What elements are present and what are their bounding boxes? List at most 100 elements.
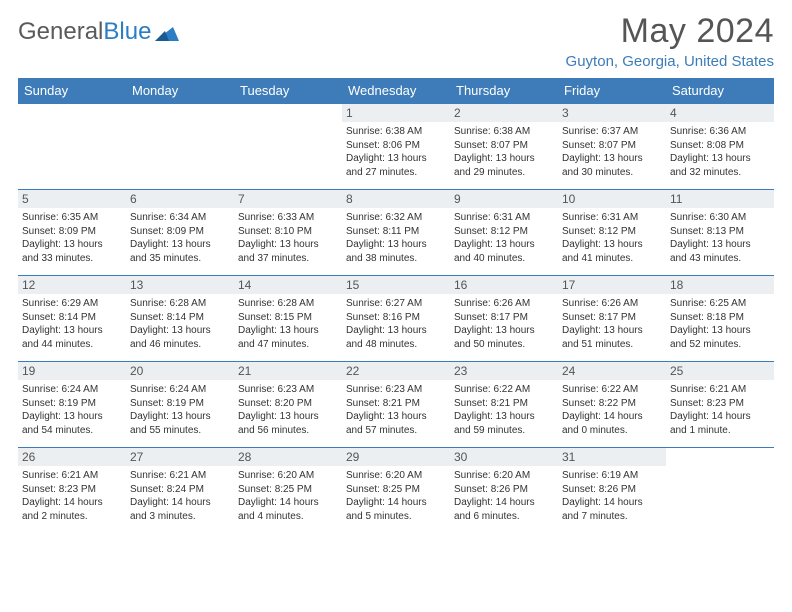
calendar-day-cell: 28 Sunrise: 6:20 AMSunset: 8:25 PMDayligh…	[234, 448, 342, 534]
calendar-table: SundayMondayTuesdayWednesdayThursdayFrid…	[18, 78, 774, 534]
sunset-text: Sunset: 8:25 PM	[346, 483, 446, 497]
day-number: 12	[18, 276, 126, 294]
sunrise-text: Sunrise: 6:25 AM	[670, 297, 770, 311]
daylight-text: Daylight: 13 hours and 35 minutes.	[130, 238, 230, 265]
day-info: Sunrise: 6:38 AMSunset: 8:07 PMDaylight:…	[454, 125, 554, 179]
location: Guyton, Georgia, United States	[566, 53, 774, 70]
day-info: Sunrise: 6:20 AMSunset: 8:25 PMDaylight:…	[238, 469, 338, 523]
calendar-page: GeneralBlue May 2024 Guyton, Georgia, Un…	[0, 0, 792, 612]
weekday-header: Thursday	[450, 78, 558, 104]
daylight-text: Daylight: 14 hours and 4 minutes.	[238, 496, 338, 523]
sunset-text: Sunset: 8:09 PM	[130, 225, 230, 239]
daylight-text: Daylight: 13 hours and 47 minutes.	[238, 324, 338, 351]
sunset-text: Sunset: 8:21 PM	[454, 397, 554, 411]
header: GeneralBlue May 2024 Guyton, Georgia, Un…	[18, 12, 774, 70]
calendar-day-cell: 14Sunrise: 6:28 AMSunset: 8:15 PMDayligh…	[234, 276, 342, 362]
weekday-header: Wednesday	[342, 78, 450, 104]
sunrise-text: Sunrise: 6:26 AM	[454, 297, 554, 311]
daylight-text: Daylight: 13 hours and 30 minutes.	[562, 152, 662, 179]
day-info: Sunrise: 6:24 AMSunset: 8:19 PMDaylight:…	[22, 383, 122, 437]
calendar-day-cell: 19 Sunrise: 6:24 AMSunset: 8:19 PMDayligh…	[18, 362, 126, 448]
sunrise-text: Sunrise: 6:20 AM	[238, 469, 338, 483]
sunrise-text: Sunrise: 6:32 AM	[346, 211, 446, 225]
calendar-week-row: 5Sunrise: 6:35 AMSunset: 8:09 PMDaylight…	[18, 190, 774, 276]
calendar-empty-cell	[126, 104, 234, 190]
calendar-day-cell: 23Sunrise: 6:22 AMSunset: 8:21 PMDayligh…	[450, 362, 558, 448]
sunset-text: Sunset: 8:06 PM	[346, 139, 446, 153]
calendar-empty-cell	[666, 448, 774, 534]
sunset-text: Sunset: 8:14 PM	[130, 311, 230, 325]
day-number: 7	[234, 190, 342, 208]
calendar-day-cell: 16Sunrise: 6:26 AMSunset: 8:17 PMDayligh…	[450, 276, 558, 362]
day-info: Sunrise: 6:26 AMSunset: 8:17 PMDaylight:…	[454, 297, 554, 351]
calendar-day-cell: 27Sunrise: 6:21 AMSunset: 8:24 PMDayligh…	[126, 448, 234, 534]
day-number: 3	[558, 104, 666, 122]
day-number: 30	[450, 448, 558, 466]
calendar-day-cell: 31Sunrise: 6:19 AMSunset: 8:26 PMDayligh…	[558, 448, 666, 534]
day-number: 19	[18, 362, 126, 380]
daylight-text: Daylight: 13 hours and 41 minutes.	[562, 238, 662, 265]
daylight-text: Daylight: 13 hours and 27 minutes.	[346, 152, 446, 179]
daylight-text: Daylight: 13 hours and 56 minutes.	[238, 410, 338, 437]
day-number: 11	[666, 190, 774, 208]
sunrise-text: Sunrise: 6:28 AM	[130, 297, 230, 311]
daylight-text: Daylight: 13 hours and 38 minutes.	[346, 238, 446, 265]
sunset-text: Sunset: 8:21 PM	[346, 397, 446, 411]
sunset-text: Sunset: 8:10 PM	[238, 225, 338, 239]
logo-icon	[155, 23, 179, 41]
daylight-text: Daylight: 14 hours and 3 minutes.	[130, 496, 230, 523]
day-info: Sunrise: 6:26 AMSunset: 8:17 PMDaylight:…	[562, 297, 662, 351]
calendar-day-cell: 24Sunrise: 6:22 AMSunset: 8:22 PMDayligh…	[558, 362, 666, 448]
calendar-day-cell: 9Sunrise: 6:31 AMSunset: 8:12 PMDaylight…	[450, 190, 558, 276]
sunset-text: Sunset: 8:19 PM	[22, 397, 122, 411]
sunset-text: Sunset: 8:09 PM	[22, 225, 122, 239]
sunset-text: Sunset: 8:22 PM	[562, 397, 662, 411]
day-info: Sunrise: 6:21 AMSunset: 8:23 PMDaylight:…	[22, 469, 122, 523]
calendar-week-row: 1Sunrise: 6:38 AMSunset: 8:06 PMDaylight…	[18, 104, 774, 190]
calendar-empty-cell	[18, 104, 126, 190]
sunset-text: Sunset: 8:26 PM	[454, 483, 554, 497]
day-info: Sunrise: 6:29 AMSunset: 8:14 PMDaylight:…	[22, 297, 122, 351]
weekday-header: Sunday	[18, 78, 126, 104]
title-block: May 2024 Guyton, Georgia, United States	[566, 12, 774, 70]
sunset-text: Sunset: 8:11 PM	[346, 225, 446, 239]
day-info: Sunrise: 6:20 AMSunset: 8:26 PMDaylight:…	[454, 469, 554, 523]
calendar-day-cell: 18Sunrise: 6:25 AMSunset: 8:18 PMDayligh…	[666, 276, 774, 362]
calendar-day-cell: 4Sunrise: 6:36 AMSunset: 8:08 PMDaylight…	[666, 104, 774, 190]
daylight-text: Daylight: 13 hours and 59 minutes.	[454, 410, 554, 437]
daylight-text: Daylight: 13 hours and 40 minutes.	[454, 238, 554, 265]
calendar-day-cell: 26Sunrise: 6:21 AMSunset: 8:23 PMDayligh…	[18, 448, 126, 534]
day-number: 28	[234, 448, 342, 466]
sunrise-text: Sunrise: 6:35 AM	[22, 211, 122, 225]
day-info: Sunrise: 6:24 AMSunset: 8:19 PMDaylight:…	[130, 383, 230, 437]
day-info: Sunrise: 6:37 AMSunset: 8:07 PMDaylight:…	[562, 125, 662, 179]
day-number: 21	[234, 362, 342, 380]
sunset-text: Sunset: 8:15 PM	[238, 311, 338, 325]
daylight-text: Daylight: 13 hours and 37 minutes.	[238, 238, 338, 265]
calendar-day-cell: 15Sunrise: 6:27 AMSunset: 8:16 PMDayligh…	[342, 276, 450, 362]
sunset-text: Sunset: 8:16 PM	[346, 311, 446, 325]
sunrise-text: Sunrise: 6:22 AM	[562, 383, 662, 397]
logo-text-1: General	[18, 18, 103, 46]
daylight-text: Daylight: 13 hours and 48 minutes.	[346, 324, 446, 351]
day-info: Sunrise: 6:22 AMSunset: 8:22 PMDaylight:…	[562, 383, 662, 437]
calendar-empty-cell	[234, 104, 342, 190]
day-number: 22	[342, 362, 450, 380]
calendar-day-cell: 2Sunrise: 6:38 AMSunset: 8:07 PMDaylight…	[450, 104, 558, 190]
day-info: Sunrise: 6:23 AMSunset: 8:20 PMDaylight:…	[238, 383, 338, 437]
day-number: 1	[342, 104, 450, 122]
day-info: Sunrise: 6:32 AMSunset: 8:11 PMDaylight:…	[346, 211, 446, 265]
sunset-text: Sunset: 8:07 PM	[562, 139, 662, 153]
day-number: 6	[126, 190, 234, 208]
daylight-text: Daylight: 13 hours and 29 minutes.	[454, 152, 554, 179]
sunset-text: Sunset: 8:18 PM	[670, 311, 770, 325]
day-number: 15	[342, 276, 450, 294]
logo: GeneralBlue	[18, 18, 179, 46]
day-number: 13	[126, 276, 234, 294]
day-number: 20	[126, 362, 234, 380]
sunset-text: Sunset: 8:12 PM	[562, 225, 662, 239]
sunrise-text: Sunrise: 6:30 AM	[670, 211, 770, 225]
sunrise-text: Sunrise: 6:26 AM	[562, 297, 662, 311]
calendar-day-cell: 7Sunrise: 6:33 AMSunset: 8:10 PMDaylight…	[234, 190, 342, 276]
calendar-week-row: 12 Sunrise: 6:29 AMSunset: 8:14 PMDayligh…	[18, 276, 774, 362]
